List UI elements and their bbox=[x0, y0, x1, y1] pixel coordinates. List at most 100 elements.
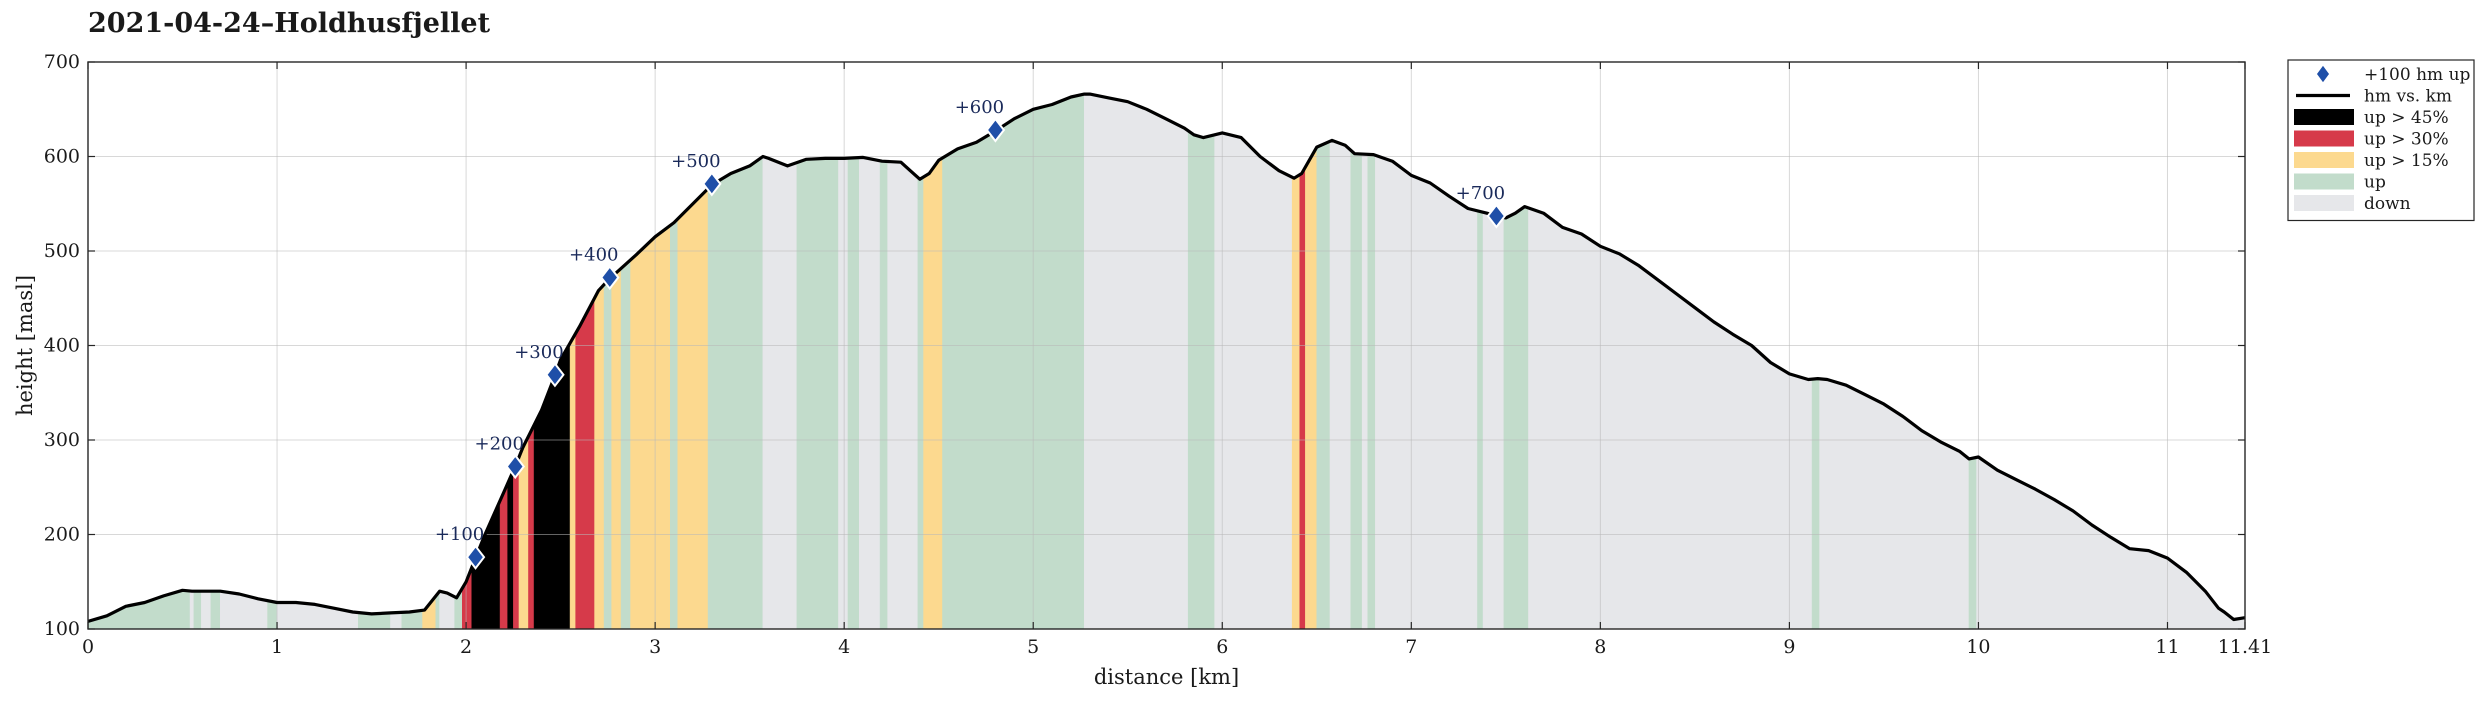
y-axis-label: height [masl] bbox=[13, 275, 37, 416]
axis-ticks: 0 1 2 3 4 5 6 7 8 9 10 11 11.41 100 200 300 400 500 600 700 bbox=[44, 51, 2272, 658]
segment-down bbox=[859, 157, 881, 630]
segment-down bbox=[838, 157, 849, 630]
segment-up bbox=[603, 276, 612, 630]
grid bbox=[88, 62, 2245, 629]
legend-label: up bbox=[2364, 173, 2386, 193]
hm-marker-label: +500 bbox=[671, 151, 720, 172]
x-tick-label: 9 bbox=[1783, 636, 1795, 658]
hm-marker-diamond bbox=[599, 264, 620, 291]
segment-up15 bbox=[677, 187, 709, 630]
segment-up bbox=[620, 259, 631, 630]
segment-down bbox=[201, 590, 212, 630]
y-tick-label: 400 bbox=[44, 335, 80, 357]
hm-marker-label: +100 bbox=[435, 524, 484, 545]
x-tick-label: 1 bbox=[271, 636, 283, 658]
segment-up15 bbox=[923, 157, 943, 630]
segment-up bbox=[707, 155, 764, 630]
x-tick-label: 5 bbox=[1027, 636, 1039, 658]
segment-down bbox=[1528, 207, 1813, 630]
segment-down bbox=[220, 590, 268, 630]
x-tick-label: 3 bbox=[649, 636, 661, 658]
x-tick-label: 2 bbox=[460, 636, 472, 658]
segment-up30 bbox=[513, 456, 520, 630]
segment-down bbox=[1375, 154, 1478, 630]
hm-marker-label: +300 bbox=[514, 342, 563, 363]
segment-up30 bbox=[499, 483, 508, 630]
hm-marker-diamond bbox=[702, 171, 722, 197]
segment-up bbox=[210, 590, 221, 630]
segment-up15 bbox=[1291, 174, 1301, 630]
segment-up bbox=[1477, 210, 1484, 630]
y-tick-label: 600 bbox=[44, 146, 80, 168]
y-tick-label: 300 bbox=[44, 429, 80, 451]
legend-label: up > 30% bbox=[2364, 130, 2449, 150]
legend-label: +100 hm up bbox=[2364, 65, 2471, 85]
hm-marker-diamond bbox=[465, 544, 486, 570]
y-tick-label: 700 bbox=[44, 51, 80, 73]
segment-up bbox=[1811, 378, 1820, 630]
segment-up15 bbox=[611, 267, 622, 630]
segment-up bbox=[942, 93, 1085, 630]
segment-up bbox=[879, 160, 888, 630]
legend-swatch-marker bbox=[2315, 63, 2331, 85]
segment-down bbox=[1976, 456, 2246, 630]
segment-down bbox=[390, 612, 403, 630]
segment-up bbox=[87, 589, 191, 630]
legend-swatch-up45 bbox=[2294, 109, 2354, 125]
segment-up bbox=[1316, 140, 1331, 630]
x-tick-label: 6 bbox=[1216, 636, 1228, 658]
hm-marker-diamond bbox=[505, 453, 526, 480]
hm-marker-diamond bbox=[545, 362, 565, 388]
segment-down bbox=[887, 161, 919, 630]
chart-title: 2021-04-24–Holdhusfjellet bbox=[88, 8, 491, 39]
x-tick-label: 0 bbox=[82, 636, 94, 658]
hm-marker-label: +400 bbox=[569, 244, 618, 265]
segment-up bbox=[670, 218, 679, 630]
hm-marker-label: +700 bbox=[1456, 183, 1505, 204]
segment-down bbox=[1084, 93, 1189, 630]
segment-down bbox=[762, 156, 798, 630]
segment-up bbox=[796, 158, 839, 630]
segment-down bbox=[189, 590, 195, 630]
elevation-markers: +100 +200 +300 +400 +500 +600 +700 bbox=[435, 97, 1507, 570]
x-tick-label: 10 bbox=[1966, 636, 1990, 658]
legend-label: up > 45% bbox=[2364, 108, 2449, 128]
segment-up bbox=[1187, 130, 1215, 630]
segment-up bbox=[917, 176, 924, 630]
x-tick-label: 7 bbox=[1405, 636, 1417, 658]
hm-marker-diamond bbox=[985, 117, 1006, 143]
legend-swatch-up30 bbox=[2294, 130, 2354, 147]
segment-up bbox=[847, 157, 860, 630]
segment-up bbox=[1503, 206, 1529, 630]
segment-up30 bbox=[575, 297, 595, 630]
segment-up30 bbox=[528, 424, 535, 630]
legend-label: down bbox=[2364, 194, 2411, 214]
legend-swatch-down bbox=[2294, 195, 2354, 211]
legend-label: hm vs. km bbox=[2364, 87, 2452, 107]
x-tick-label: 11.41 bbox=[2218, 636, 2272, 658]
segment-down bbox=[1329, 140, 1352, 630]
x-axis-label: distance [km] bbox=[1094, 665, 1239, 689]
x-tick-label: 11 bbox=[2155, 636, 2179, 658]
x-tick-label: 4 bbox=[838, 636, 850, 658]
slope-segments bbox=[87, 93, 2246, 630]
segment-up bbox=[1968, 457, 1977, 630]
y-tick-label: 500 bbox=[44, 240, 80, 262]
hm-marker-diamond bbox=[1486, 203, 1507, 229]
segment-down bbox=[1482, 211, 1505, 630]
profile-line-layer bbox=[87, 92, 2246, 623]
legend-swatch-up bbox=[2294, 173, 2354, 190]
segment-up bbox=[1367, 153, 1376, 630]
segment-up45 bbox=[507, 470, 514, 630]
hm-marker-label: +200 bbox=[475, 433, 524, 454]
segment-up15 bbox=[630, 224, 671, 630]
legend-swatch-up15 bbox=[2294, 152, 2354, 168]
segment-down bbox=[1819, 378, 1970, 630]
profile-line bbox=[87, 92, 2246, 623]
segment-up bbox=[193, 590, 202, 630]
segment-up bbox=[1350, 149, 1363, 630]
segment-down bbox=[1361, 153, 1369, 630]
y-tick-label: 100 bbox=[44, 618, 80, 640]
